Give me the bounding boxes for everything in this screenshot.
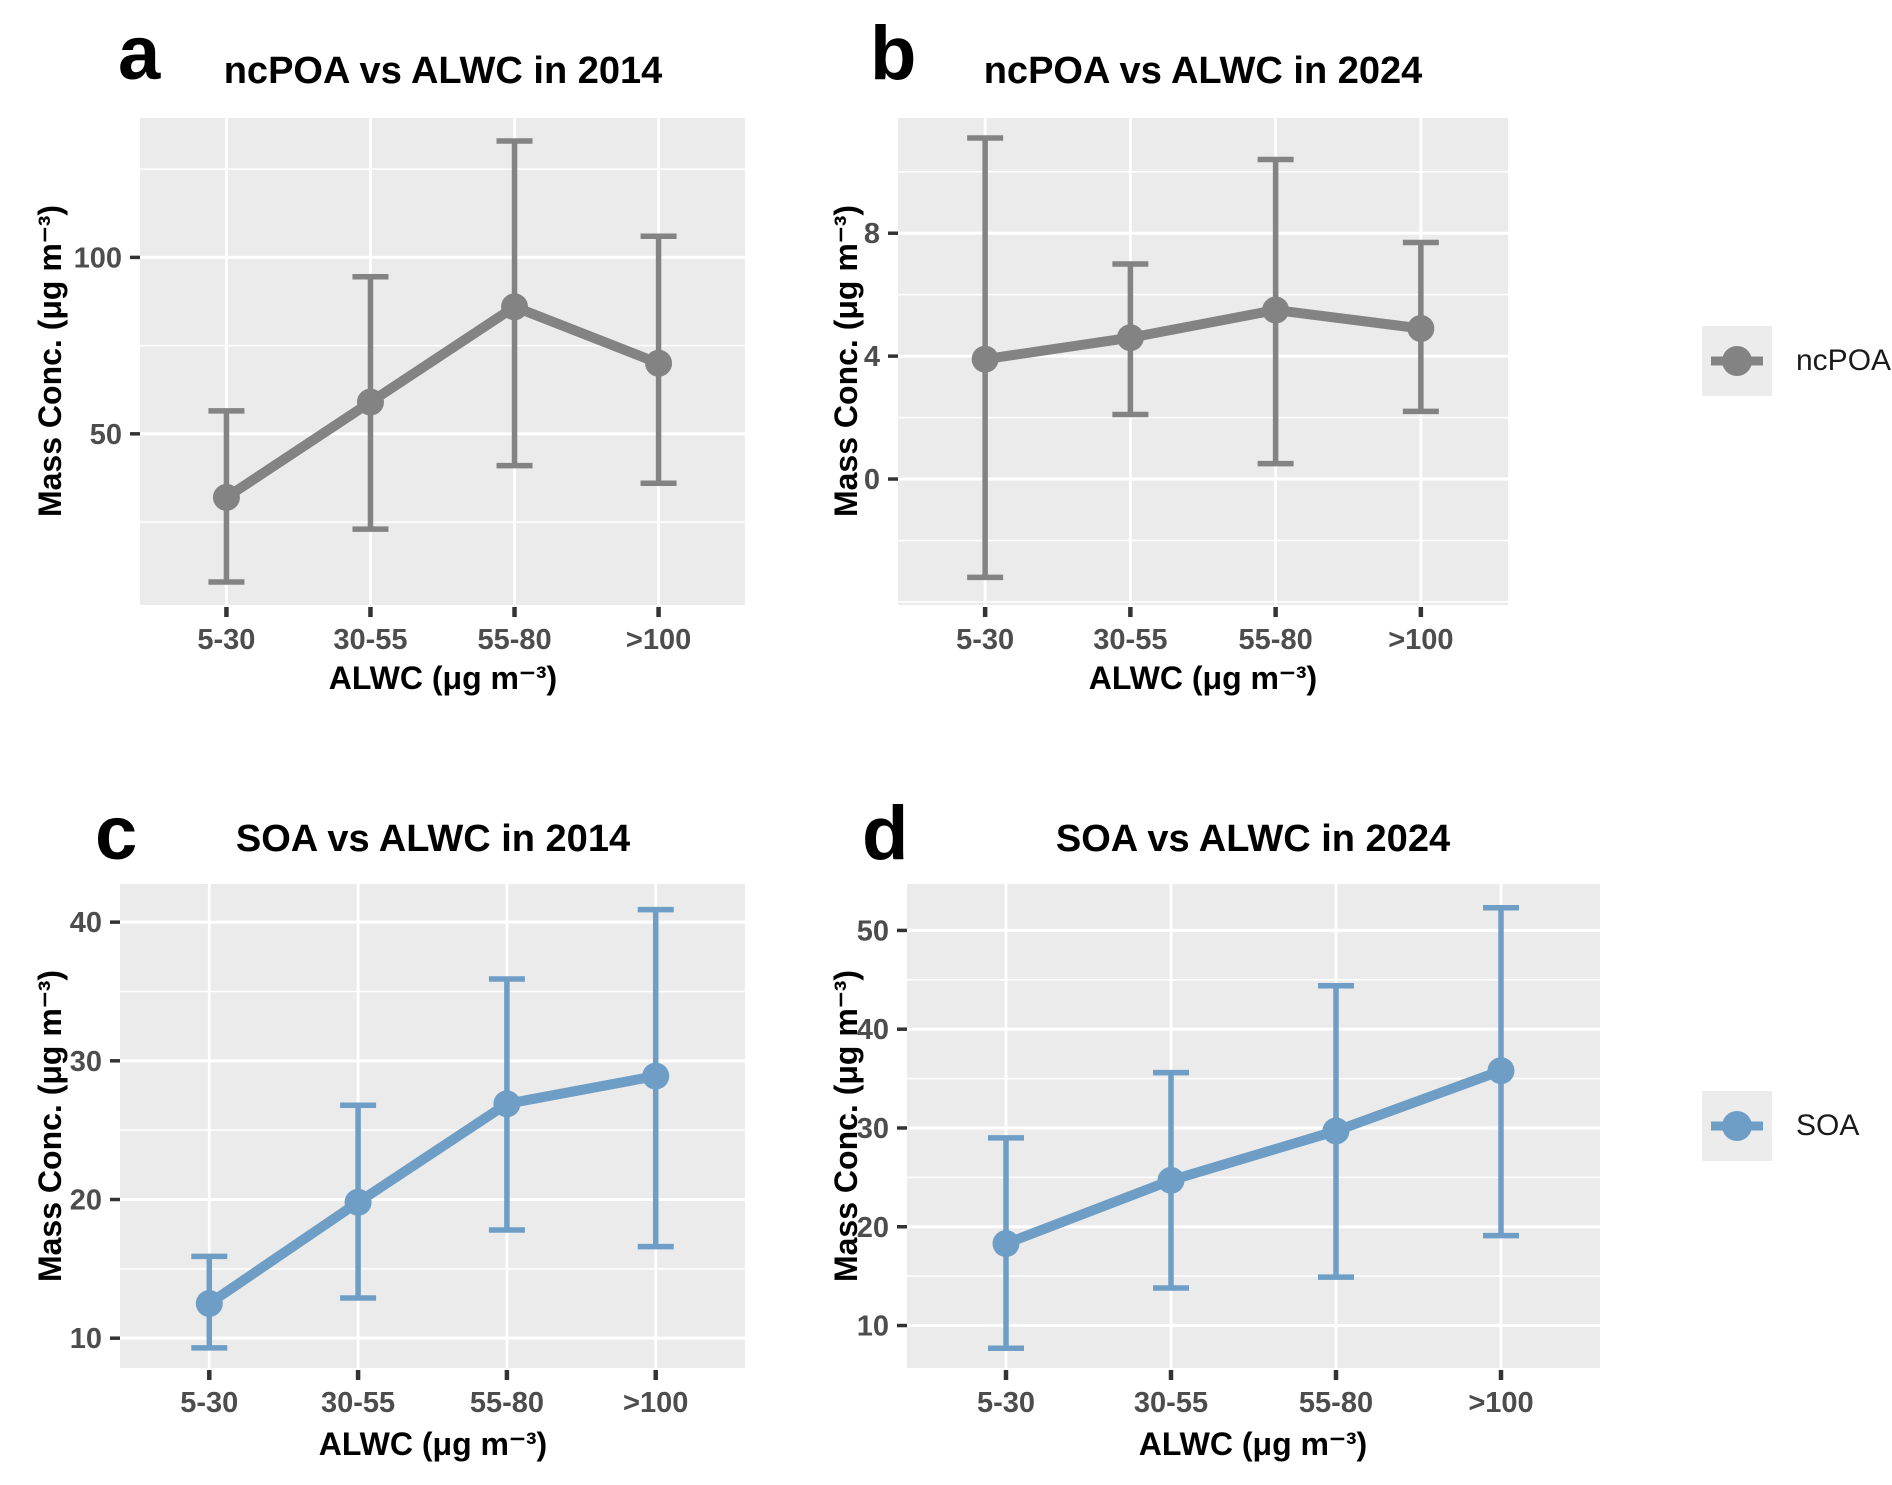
- x-tick-label: 55-80: [477, 624, 551, 656]
- x-axis-label-c: ALWC (μg m⁻³): [318, 1426, 548, 1462]
- data-point: [356, 388, 384, 416]
- data-point: [212, 483, 240, 511]
- data-point: [1157, 1166, 1185, 1194]
- x-tick-label: 55-80: [470, 1387, 544, 1419]
- y-tick-label: 30: [857, 1113, 889, 1145]
- y-tick-label: 10: [857, 1311, 889, 1343]
- data-point: [1487, 1057, 1515, 1085]
- legend-key-line-point-icon: [1702, 326, 1772, 396]
- legend-key-line-point-icon: [1702, 1091, 1772, 1161]
- data-point: [344, 1188, 372, 1216]
- x-tick-label: >100: [623, 1387, 688, 1419]
- x-tick-label: >100: [1468, 1387, 1533, 1419]
- legend-soa: SOA: [1702, 1091, 1859, 1161]
- y-tick-label: 100: [74, 242, 122, 274]
- data-point: [992, 1230, 1020, 1258]
- y-tick-label: 40: [857, 1014, 889, 1046]
- x-tick-label: 5-30: [197, 624, 255, 656]
- data-point: [493, 1090, 521, 1118]
- y-axis-label-d: Mass Conc. (μg m⁻³): [828, 969, 864, 1283]
- data-point: [645, 349, 673, 377]
- x-axis-label-d: ALWC (μg m⁻³): [1138, 1426, 1368, 1462]
- data-point: [1407, 314, 1435, 342]
- y-tick-label: 4: [864, 341, 880, 373]
- panel-title-d: SOA vs ALWC in 2024: [1055, 818, 1451, 860]
- x-tick-label: 5-30: [977, 1387, 1035, 1419]
- x-tick-label: 55-80: [1239, 624, 1313, 656]
- plot-panel-b: 0 4 8 5-30 30-55 55-80 >100: [864, 118, 1508, 656]
- x-tick-label: 30-55: [333, 624, 407, 656]
- x-axis-label-a: ALWC (μg m⁻³): [328, 660, 558, 696]
- x-tick-label: 30-55: [1093, 624, 1167, 656]
- x-tick-label: >100: [1388, 624, 1453, 656]
- y-tick-label: 40: [70, 907, 102, 939]
- x-tick-label: 5-30: [956, 624, 1014, 656]
- y-tick-label: 20: [70, 1185, 102, 1217]
- data-point: [1116, 324, 1144, 352]
- x-tick-label: >100: [626, 624, 691, 656]
- data-point: [501, 293, 529, 321]
- y-tick-label: 30: [70, 1046, 102, 1078]
- data-point: [1322, 1117, 1350, 1145]
- panel-letter-b: b: [870, 11, 917, 96]
- y-tick-label: 10: [70, 1323, 102, 1355]
- plot-panel-c: 10 20 30 40 5-30 30-55 55-80 >100: [70, 884, 745, 1419]
- y-tick-label: 50: [90, 419, 122, 451]
- plot-panel-d: 10 20 30 40 50 5-30 30-55 55-80 >100: [857, 884, 1600, 1419]
- plot-panel-a: 50 100 5-30 30-55 55-80 >100: [74, 118, 745, 656]
- y-tick-label: 0: [864, 464, 880, 496]
- y-axis-label-c: Mass Conc. (μg m⁻³): [32, 969, 68, 1283]
- x-axis-label-b: ALWC (μg m⁻³): [1088, 660, 1318, 696]
- panel-letter-a: a: [118, 11, 161, 96]
- y-axis-label-b: Mass Conc. (μg m⁻³): [828, 204, 864, 518]
- y-tick-label: 8: [864, 218, 880, 250]
- y-axis-label-a: Mass Conc. (μg m⁻³): [32, 204, 68, 518]
- panel-title-c: SOA vs ALWC in 2014: [235, 818, 631, 860]
- x-tick-label: 30-55: [321, 1387, 395, 1419]
- panel-title-a: ncPOA vs ALWC in 2014: [223, 50, 663, 92]
- x-tick-label: 5-30: [180, 1387, 238, 1419]
- panel-letter-d: d: [862, 791, 909, 876]
- data-point: [1262, 296, 1290, 324]
- legend-label-soa: SOA: [1796, 1109, 1860, 1142]
- y-tick-label: 50: [857, 915, 889, 947]
- panel-letter-c: c: [95, 791, 138, 876]
- legend-label-ncpoa: ncPOA: [1796, 344, 1892, 377]
- panel-title-b: ncPOA vs ALWC in 2024: [983, 50, 1423, 92]
- x-tick-label: 55-80: [1299, 1387, 1373, 1419]
- y-tick-label: 20: [857, 1212, 889, 1244]
- data-point: [195, 1290, 223, 1318]
- data-point: [971, 345, 999, 373]
- legend-ncpoa: ncPOA: [1702, 326, 1891, 396]
- x-tick-label: 30-55: [1134, 1387, 1208, 1419]
- data-point: [642, 1062, 670, 1090]
